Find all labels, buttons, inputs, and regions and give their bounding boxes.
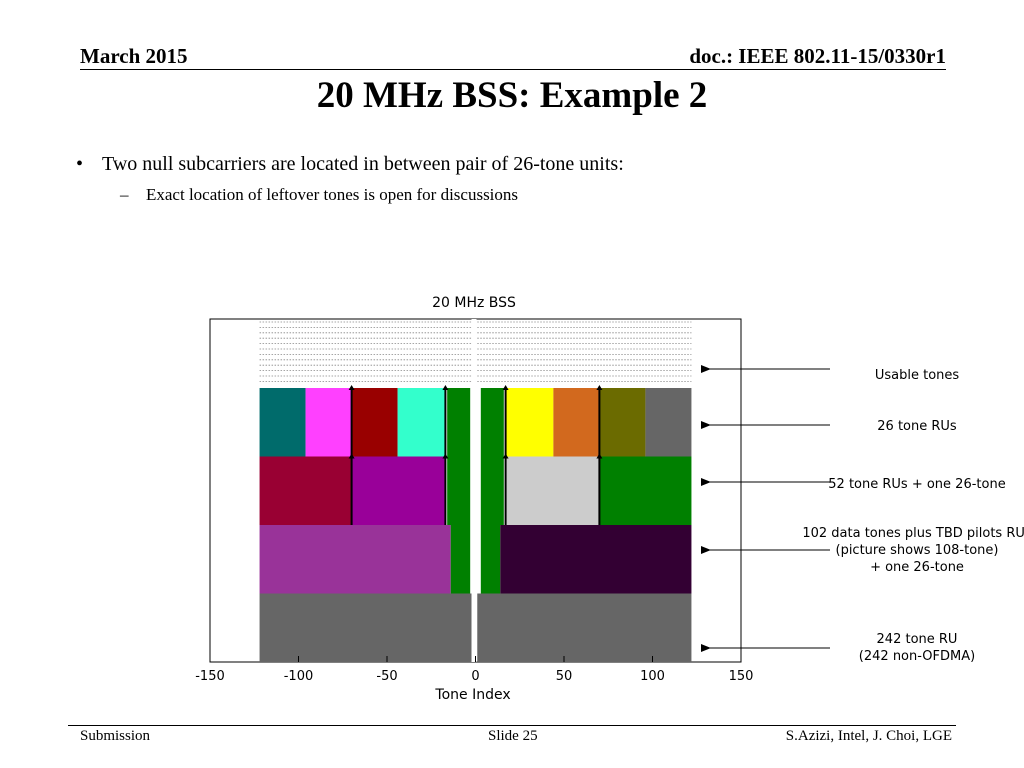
ru-block [397,388,446,457]
x-axis: -150 -100 -50 0 50 100 150 [195,656,753,684]
ru-divider-marker [442,453,449,459]
ru-block [305,388,352,457]
sub-bullet-text: Exact location of leftover tones is open… [146,185,519,204]
ru-block [505,456,600,525]
chart-title: 20 MHz BSS [432,295,516,311]
ru-block [599,456,692,525]
ru-block [259,388,306,457]
ru-block [447,456,471,525]
ru-block [351,456,446,525]
footer-authors: S.Azizi, Intel, J. Choi, LGE [785,728,952,744]
annotation-label: 242 tone RU [877,632,958,647]
x-tick-label: 0 [471,669,479,684]
bullet-item: • Two null subcarriers are located in bet… [76,153,624,176]
annotation-label: + one 26-tone [870,560,964,575]
x-tick-label: -100 [284,669,314,684]
header-doc-id: doc.: IEEE 802.11-15/0330r1 [689,44,946,68]
ru-block [599,388,646,457]
annotation-label: 102 data tones plus TBD pilots RUs [802,526,1024,541]
ru-block [500,525,692,594]
ru-block [480,456,504,525]
ru-block [259,525,451,594]
x-tick-label: 100 [640,669,665,684]
header-divider [80,69,946,70]
sub-bullet-item: – Exact location of leftover tones is ope… [120,185,518,205]
ru-divider-marker [502,385,509,390]
x-tick-label: 50 [556,669,573,684]
footer-slide-number: Slide 25 [488,728,538,744]
bullet-dot: • [76,153,84,175]
x-tick-label: 150 [729,669,754,684]
sub-bullet-dash: – [120,185,129,204]
ru-blocks [259,388,692,662]
ru-block [477,593,692,662]
header-date: March 2015 [80,44,188,68]
usable-tones-lines [259,321,692,382]
annotation-label: (picture shows 108-tone) [836,543,999,558]
footer-submission: Submission [80,728,151,744]
x-tick-label: -150 [195,669,225,684]
slide-title: 20 MHz BSS: Example 2 [316,75,708,116]
footer-divider [68,725,956,726]
annotation-label: 26 tone RUs [877,419,957,434]
ru-divider-marker [348,385,355,390]
ru-block [351,388,398,457]
bullet-text: Two null subcarriers are located in betw… [102,153,624,175]
annotation-label: (242 non-OFDMA) [859,649,975,664]
ru-block [450,525,471,594]
ru-divider-marker [348,453,355,459]
row-dividers [348,385,603,525]
ru-block [553,388,600,457]
ru-block [505,388,554,457]
ru-divider-marker [596,385,603,390]
ru-block [645,388,692,457]
ru-divider-marker [442,385,449,390]
ru-block [447,388,471,457]
ru-block [259,456,352,525]
dc-null-gap [471,319,477,662]
ru-divider-marker [502,453,509,459]
ru-divider-marker [596,453,603,459]
annotation-label: Usable tones [875,368,960,383]
ru-block [480,525,501,594]
x-tick-label: -50 [376,669,397,684]
annotation-arrows: Usable tones 26 tone RUs 52 tone RUs + one… [701,365,1024,664]
annotation-label: 52 tone RUs + one 26-tone [828,477,1005,492]
ru-block [259,593,474,662]
ru-block [480,388,504,457]
x-axis-label: Tone Index [434,687,510,703]
